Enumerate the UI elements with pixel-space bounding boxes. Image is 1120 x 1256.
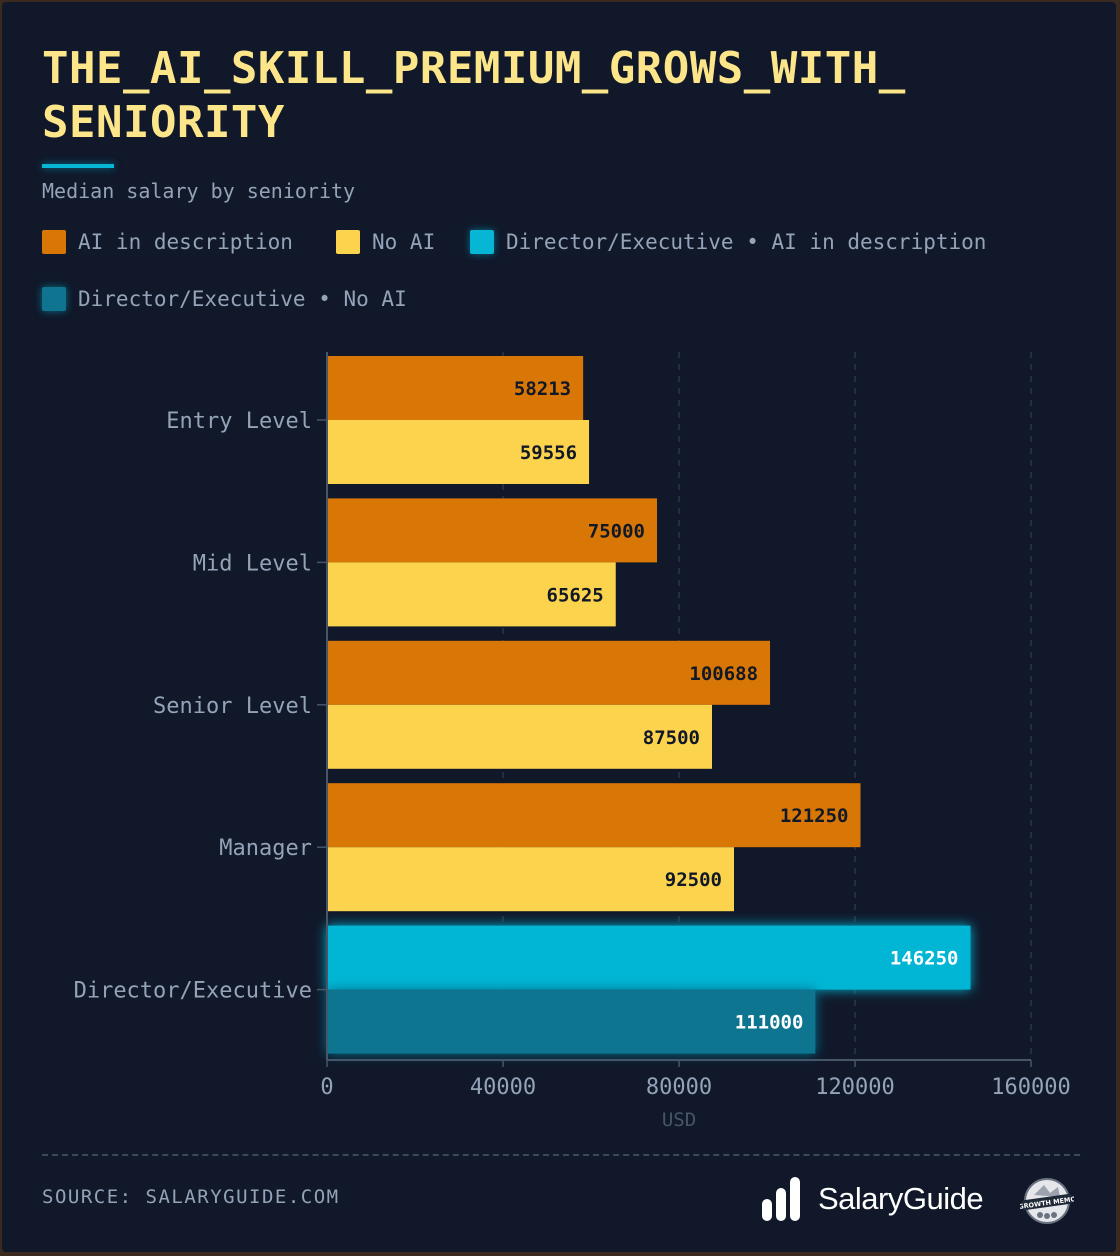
legend-swatch-director-no-ai <box>42 287 66 311</box>
axes: 0 40000 80000 120000 160000 Entry Level Mid Le… <box>74 352 1071 1100</box>
bar-no-ai <box>327 562 616 627</box>
bar-no-ai <box>327 704 712 769</box>
title-line-1: THE_AI_SKILL_PREMIUM_GROWS_WITH_ <box>42 43 906 94</box>
source-note: SOURCE: SALARYGUIDE.COM <box>42 1186 340 1208</box>
bar-ai <box>327 356 584 420</box>
bar-ai <box>327 925 971 990</box>
bar-value-label: 75000 <box>588 520 645 542</box>
bar-chart: 58213 59556 75000 65625 100688 87500 121250 925… <box>74 352 1071 1131</box>
bar-ai <box>327 640 771 705</box>
bar-value-label: 121250 <box>780 805 849 827</box>
bar-value-label: 65625 <box>547 584 604 606</box>
y-tick-label: Entry Level <box>166 409 312 434</box>
legend-item-ai: AI in description <box>42 230 293 254</box>
x-tick-label: 80000 <box>646 1075 712 1100</box>
bar-no-ai <box>327 420 590 484</box>
bar-chart-logo-icon <box>762 1177 800 1221</box>
x-axis-label: USD <box>662 1109 696 1131</box>
bars: 58213 59556 75000 65625 100688 87500 121250 925… <box>327 356 971 1054</box>
growth-memo-badge-icon: GROWTH MEMO <box>1020 1178 1074 1224</box>
bar-value-label: 111000 <box>735 1012 804 1034</box>
chart-title: THE_AI_SKILL_PREMIUM_GROWS_WITH_ SENIORI… <box>42 42 1042 150</box>
bar-no-ai <box>327 847 734 912</box>
bar-ai <box>327 783 861 848</box>
y-tick-label: Senior Level <box>153 694 312 719</box>
bar-value-label: 58213 <box>514 378 571 400</box>
x-tick-label: 0 <box>320 1075 333 1100</box>
y-tick-label: Director/Executive <box>74 979 312 1004</box>
legend-item-director-ai: Director/Executive • AI in description <box>470 230 986 254</box>
brand-logo: SalaryGuide <box>762 1177 984 1221</box>
brand-name: SalaryGuide <box>818 1181 984 1216</box>
legend-label: AI in description <box>78 230 293 254</box>
title-accent-bar <box>42 164 114 168</box>
legend-swatch-ai <box>42 230 66 254</box>
title-line-2: SENIORITY <box>42 97 285 148</box>
y-tick-label: Manager <box>219 836 312 861</box>
legend-swatch-director-ai <box>470 230 494 254</box>
bar-ai <box>327 498 657 563</box>
x-tick-label: 120000 <box>815 1075 894 1100</box>
chart-subtitle: Median salary by seniority <box>42 179 356 203</box>
legend-item-no-ai: No AI <box>336 230 435 254</box>
legend-item-director-no-ai: Director/Executive • No AI <box>42 287 407 311</box>
bar-value-label: 87500 <box>643 727 700 749</box>
x-tick-label: 160000 <box>991 1075 1070 1100</box>
bar-value-label: 146250 <box>890 948 959 970</box>
y-tick-label: Mid Level <box>193 551 312 576</box>
bar-value-label: 59556 <box>520 442 577 464</box>
bar-no-ai <box>327 989 816 1054</box>
x-tick-label: 40000 <box>470 1075 536 1100</box>
bar-value-label: 92500 <box>665 869 722 891</box>
legend-label: No AI <box>372 230 436 254</box>
legend-label: Director/Executive • No AI <box>78 287 407 311</box>
legend-label: Director/Executive • AI in description <box>506 230 987 254</box>
footer-divider <box>42 1154 1080 1156</box>
bar-value-label: 100688 <box>689 663 758 685</box>
legend-swatch-no-ai <box>336 230 360 254</box>
